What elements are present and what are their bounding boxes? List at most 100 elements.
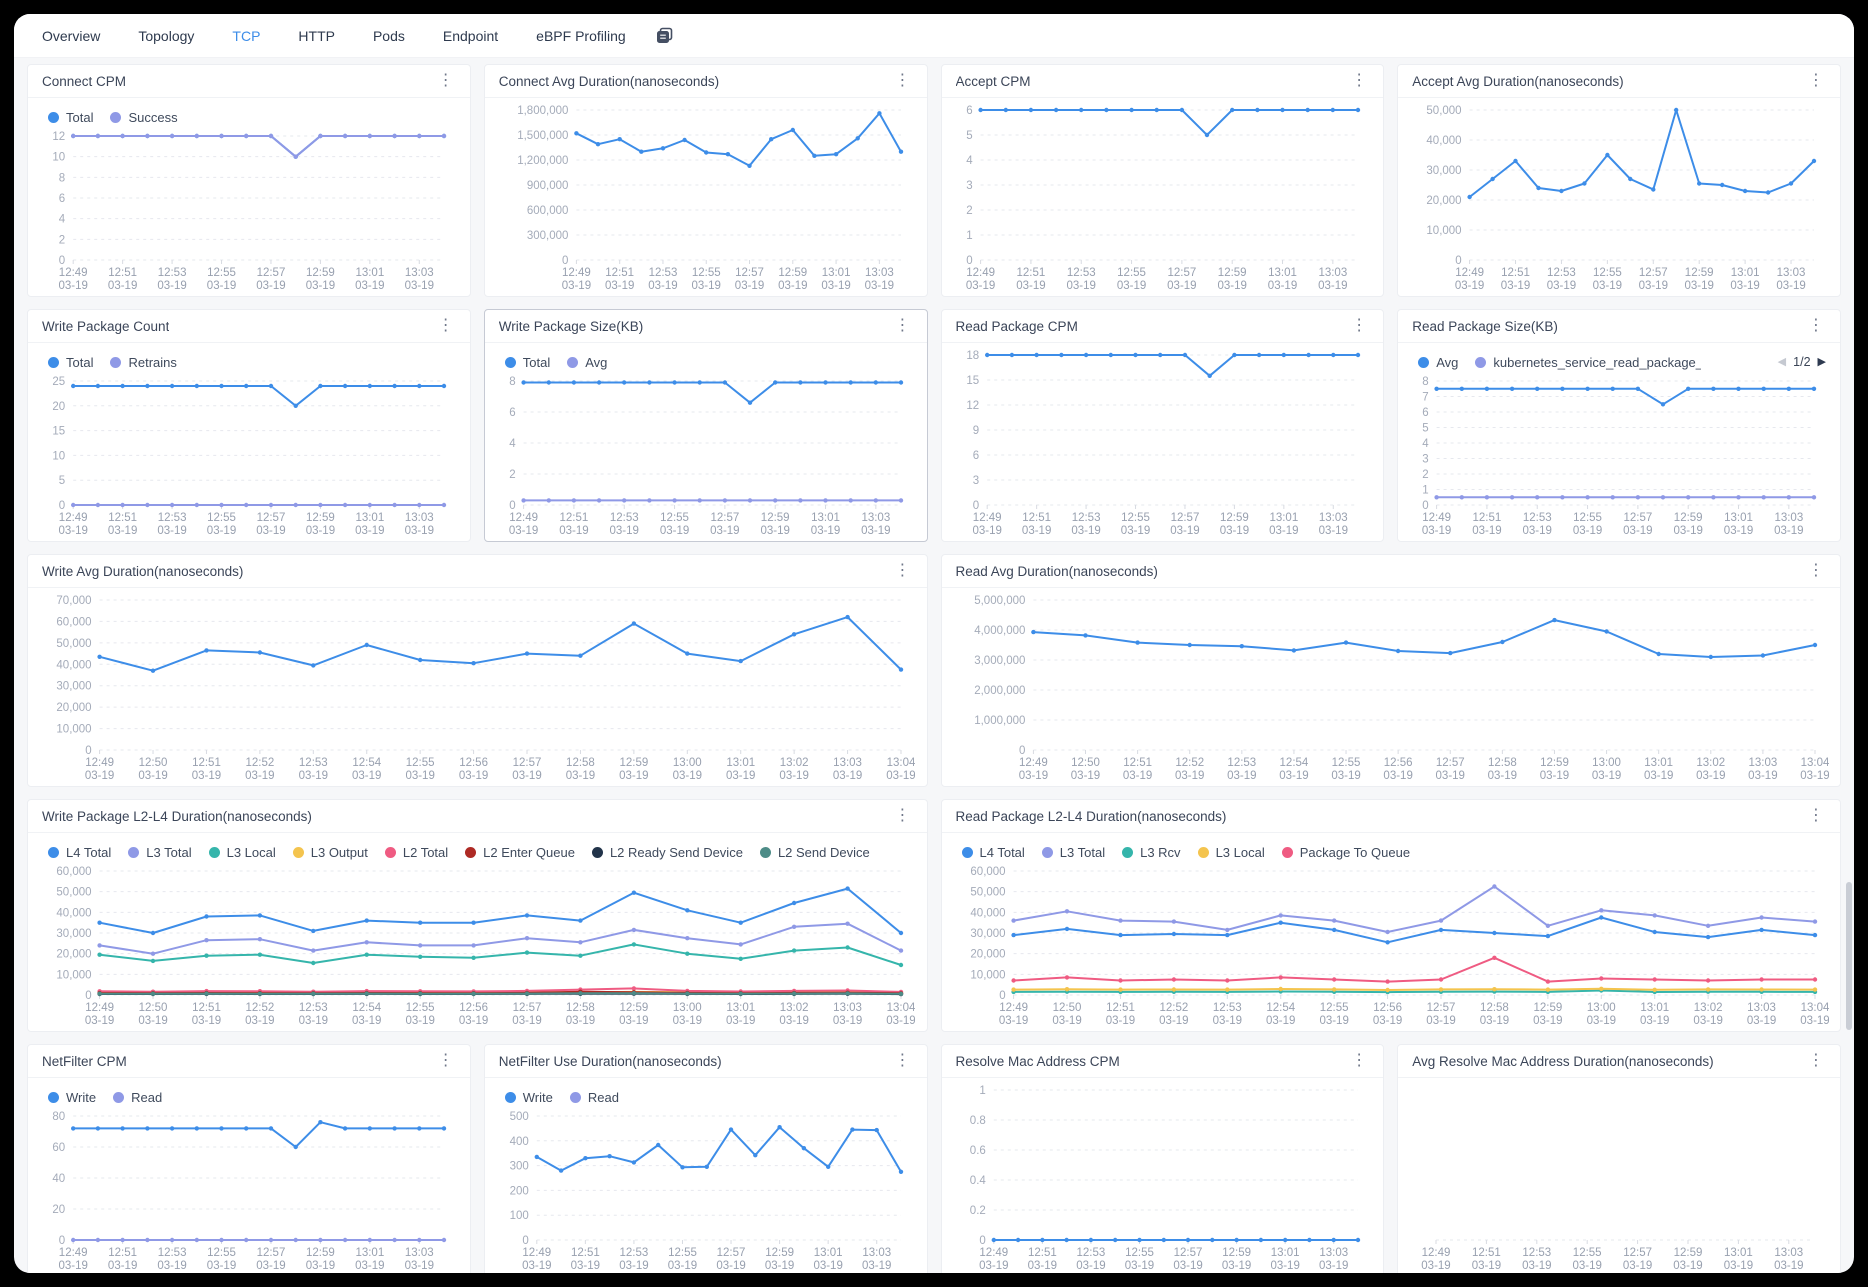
card-menu-icon[interactable]: ⋮: [437, 1052, 454, 1069]
card-menu-icon[interactable]: ⋮: [1808, 807, 1824, 824]
svg-text:9: 9: [972, 425, 978, 437]
legend-item-write[interactable]: Write: [504, 1090, 553, 1105]
svg-text:13:02: 13:02: [780, 1002, 809, 1014]
tab-tcp[interactable]: TCP: [232, 27, 261, 44]
legend-item-kubernetes-service-read-package-size-kub[interactable]: kubernetes_service_read_package_size/kub…: [1475, 355, 1701, 370]
svg-text:400: 400: [509, 1136, 528, 1148]
legend-item-total[interactable]: Total: [48, 355, 93, 370]
chart-canvas-read-package-l2-l4-duration[interactable]: 60,000 50,000 40,000 30,000 20,000 10,000 0 12:…: [954, 864, 1829, 1028]
legend-item-avg[interactable]: Avg: [567, 355, 607, 370]
chart-canvas-read-package-cpm[interactable]: 18 15 12 9 6 3 0 12:49 03-19 12:51 03-19 12:53 03-19…: [954, 348, 1372, 538]
svg-text:03-19: 03-19: [405, 280, 434, 292]
legend-item-l3-local[interactable]: L3 Local: [1197, 845, 1265, 860]
chart-canvas-resolve-mac-address-cpm[interactable]: 1 0.8 0.6 0.4 0.2 0 12:49 03-19 12:51 03-19 12:53 0…: [954, 1083, 1372, 1273]
svg-text:0: 0: [509, 500, 515, 512]
legend-item-avg[interactable]: Avg: [1418, 355, 1458, 370]
svg-text:2: 2: [966, 205, 972, 217]
card-menu-icon[interactable]: ⋮: [894, 807, 911, 824]
tab-pods[interactable]: Pods: [372, 27, 405, 44]
legend-item-read[interactable]: Read: [113, 1090, 162, 1105]
legend-item-read[interactable]: Read: [569, 1090, 619, 1105]
legend-item-l2-enter-queue[interactable]: L2 Enter Queue: [465, 845, 575, 860]
svg-text:20,000: 20,000: [56, 702, 91, 714]
card-menu-icon[interactable]: ⋮: [1351, 72, 1368, 89]
legend-item-l2-send-device[interactable]: L2 Send Device: [759, 845, 870, 860]
svg-text:03-19: 03-19: [779, 770, 808, 782]
pages-icon[interactable]: [656, 27, 673, 44]
legend-item-total[interactable]: Total: [48, 110, 93, 125]
card-menu-icon[interactable]: ⋮: [894, 1052, 911, 1069]
card-body: 1 0.8 0.6 0.4 0.2 0 12:49 03-19 12:51 03-19 12:53 0…: [942, 1078, 1384, 1273]
card-netfilter-cpm: NetFilter CPM ⋮ Write Read 80 60 40 20 0 12:49 03-…: [27, 1044, 471, 1273]
legend-item-l3-local[interactable]: L3 Local: [208, 845, 276, 860]
tab-http[interactable]: HTTP: [298, 27, 335, 44]
legend-row: L4 Total L3 Total L3 Rcv L3 Local Package To…: [954, 838, 1829, 864]
svg-text:12:51: 12:51: [108, 267, 137, 279]
card-menu-icon[interactable]: ⋮: [894, 72, 911, 89]
svg-text:60,000: 60,000: [56, 866, 91, 878]
chart-canvas-netfilter-cpm[interactable]: 80 60 40 20 0 12:49 03-19 12:51 03-19 12:53 03-19 1…: [40, 1109, 458, 1273]
chart-canvas-write-avg-duration[interactable]: 70,000 60,000 50,000 40,000 30,000 20,000 10,0…: [40, 593, 915, 783]
legend-item-l4-total[interactable]: L4 Total: [961, 845, 1025, 860]
legend-item-l2-ready-send-device[interactable]: L2 Ready Send Device: [591, 845, 743, 860]
card-header: Resolve Mac Address CPM ⋮: [941, 1045, 1384, 1078]
legend-prev-page-icon[interactable]: ◀: [1777, 355, 1787, 368]
legend-item-l3-total[interactable]: L3 Total: [128, 845, 192, 860]
card-title: NetFilter CPM: [42, 1053, 127, 1069]
chart-canvas-avg-resolve-mac-address-duration[interactable]: 12:49 03-19 12:51 03-19 12:53 03-19 12:55 03-19…: [1410, 1083, 1828, 1273]
chart-canvas-connect-avg-duration[interactable]: 1,800,000 1,500,000 1,200,000 900,000 600,00…: [497, 103, 915, 293]
card-body: Write Read 500 400 300 200 100 0 12:49 03-19 12:51…: [485, 1078, 927, 1273]
legend-next-page-icon[interactable]: ▶: [1817, 355, 1826, 368]
chart-canvas-accept-cpm[interactable]: 6 5 4 3 2 1 0 12:49 03-19 12:51 03-19 12:53 03-19 12:…: [954, 103, 1372, 293]
legend-item-l4-total[interactable]: L4 Total: [48, 845, 111, 860]
legend-dot-icon: [128, 846, 140, 858]
chart-canvas-read-avg-duration[interactable]: 5,000,000 4,000,000 3,000,000 2,000,000 1,00…: [954, 593, 1829, 783]
svg-text:12:55: 12:55: [406, 757, 435, 769]
svg-text:03-19: 03-19: [299, 770, 328, 782]
svg-text:12:57: 12:57: [1170, 512, 1199, 524]
legend-item-package-to-queue[interactable]: Package To Queue: [1281, 845, 1410, 860]
svg-text:13:03: 13:03: [1748, 757, 1777, 769]
legend-item-l3-rcv[interactable]: L3 Rcv: [1122, 845, 1181, 860]
chart-canvas-write-package-count[interactable]: 25 20 15 10 5 0 12:49 03-19 12:51 03-19 12:53 03-19…: [40, 374, 458, 538]
svg-text:03-19: 03-19: [207, 525, 236, 537]
legend-item-l2-total[interactable]: L2 Total: [384, 845, 448, 860]
legend-item-write[interactable]: Write: [48, 1090, 96, 1105]
card-menu-icon[interactable]: ⋮: [1808, 562, 1824, 579]
tab-topology[interactable]: Topology: [138, 27, 195, 44]
card-menu-icon[interactable]: ⋮: [437, 317, 454, 334]
card-menu-icon[interactable]: ⋮: [1351, 317, 1368, 334]
chart-canvas-write-package-size[interactable]: 8 6 4 2 0 12:49 03-19 12:51 03-19 12:53 03-19 12:55…: [497, 374, 915, 538]
card-menu-icon[interactable]: ⋮: [894, 317, 911, 334]
tab-ebpf-profiling[interactable]: eBPF Profiling: [536, 27, 626, 44]
tab-endpoint[interactable]: Endpoint: [442, 27, 499, 44]
svg-text:12:57: 12:57: [1426, 1002, 1455, 1014]
legend-item-total[interactable]: Total: [504, 355, 550, 370]
card-menu-icon[interactable]: ⋮: [1808, 72, 1824, 89]
card-header: Accept CPM ⋮: [941, 65, 1384, 98]
legend-dot-icon: [48, 846, 59, 858]
scrollbar[interactable]: [1846, 882, 1852, 1030]
svg-text:03-19: 03-19: [1070, 770, 1099, 782]
svg-text:13:00: 13:00: [673, 1002, 702, 1014]
chart-canvas-connect-cpm[interactable]: 12 10 8 6 4 2 0 12:49 03-19 12:51 03-19 12:53 03-19 1…: [40, 129, 458, 293]
card-menu-icon[interactable]: ⋮: [437, 72, 454, 89]
chart-canvas-write-package-l2-l4-duration[interactable]: 60,000 50,000 40,000 30,000 20,000 10,000 0 12:…: [40, 864, 915, 1028]
legend-item-l3-total[interactable]: L3 Total: [1041, 845, 1105, 860]
svg-text:03-19: 03-19: [512, 770, 541, 782]
svg-text:03-19: 03-19: [570, 1260, 599, 1272]
card-menu-icon[interactable]: ⋮: [894, 562, 911, 579]
chart-canvas-netfilter-use-duration[interactable]: 500 400 300 200 100 0 12:49 03-19 12:51 03-19 12:5…: [497, 1109, 915, 1273]
legend-item-retrains[interactable]: Retrains: [110, 355, 177, 370]
card-header: NetFilter CPM ⋮: [28, 1045, 470, 1078]
tab-overview[interactable]: Overview: [42, 27, 101, 44]
svg-text:03-19: 03-19: [306, 525, 335, 537]
card-menu-icon[interactable]: ⋮: [1808, 317, 1824, 334]
card-menu-icon[interactable]: ⋮: [1808, 1052, 1824, 1069]
legend-item-success[interactable]: Success: [110, 110, 178, 125]
chart-canvas-read-package-size[interactable]: 8 7 6 5 4 3 2 1 0 12:49 03-19 12:51 03-19 12:53 03-19 1…: [1410, 374, 1828, 538]
legend-item-l3-output[interactable]: L3 Output: [292, 845, 368, 860]
card-menu-icon[interactable]: ⋮: [1351, 1052, 1368, 1069]
chart-canvas-accept-avg-duration[interactable]: 50,000 40,000 30,000 20,000 10,000 0 12:49 03-1…: [1410, 103, 1828, 293]
svg-text:13:03: 13:03: [1775, 1247, 1804, 1259]
